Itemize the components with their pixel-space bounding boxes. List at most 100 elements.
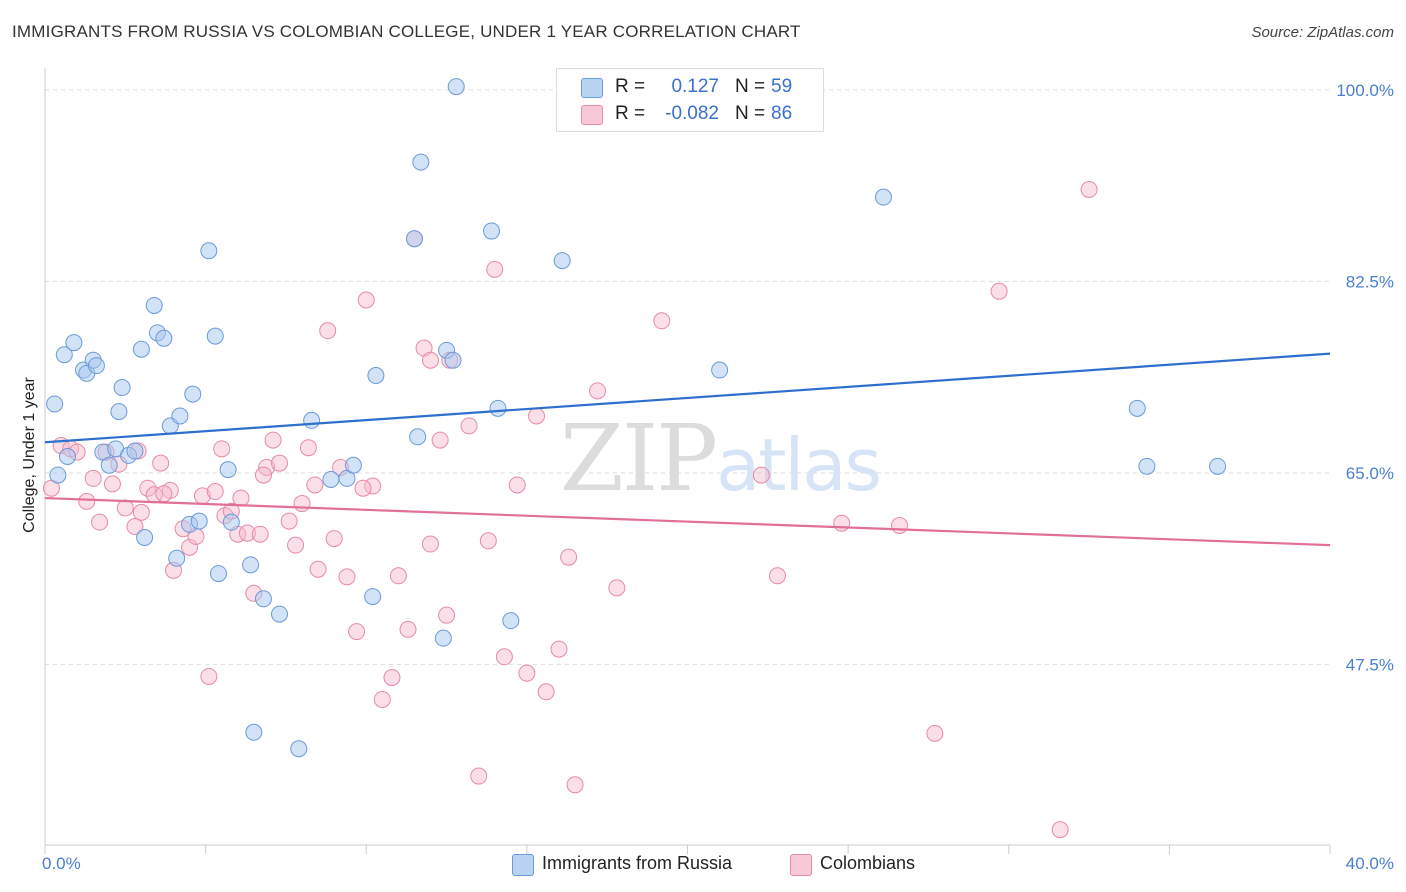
stats-legend-row-colombians: R = -0.082 N = 86 — [557, 102, 823, 128]
y-tick-labels: 100.0% 82.5% 65.0% 47.5% — [1336, 81, 1394, 675]
russia-swatch — [581, 78, 603, 98]
colombians-point — [383, 669, 401, 687]
russia-point — [110, 403, 128, 421]
colombians-point — [132, 503, 150, 521]
russia-point — [303, 411, 321, 429]
colombians-point — [116, 499, 134, 517]
colombians-point — [354, 479, 372, 497]
n-label: N = — [735, 103, 766, 124]
russia-legend-swatch — [512, 854, 534, 876]
russia-point — [874, 188, 892, 206]
colombians-point — [251, 525, 269, 543]
colombians-point — [254, 466, 272, 484]
russia-point — [168, 549, 186, 567]
regression-lines — [44, 352, 1331, 547]
russia-point — [254, 590, 272, 608]
watermark-atlas: atlas — [716, 423, 880, 507]
colombians-point — [550, 640, 568, 658]
russia-point — [58, 448, 76, 465]
colombians-point — [479, 532, 497, 550]
source-label: Source: ZipAtlas.com — [1251, 24, 1394, 41]
n-label: N = — [735, 76, 766, 97]
colombians-point — [891, 516, 909, 534]
russia-point — [502, 612, 520, 630]
colombians-point — [508, 476, 526, 494]
series-legend: Immigrants from Russia Colombians — [0, 851, 1406, 879]
colombians-point — [78, 492, 96, 510]
colombians-swatch — [581, 105, 603, 125]
colombians-point — [399, 620, 417, 638]
russia-point — [409, 428, 427, 446]
russia-point — [126, 442, 144, 460]
russia-point — [1138, 457, 1156, 475]
colombians-point — [325, 530, 343, 548]
russia-point — [46, 395, 64, 413]
colombians-point — [264, 431, 282, 449]
colombians-point — [990, 282, 1008, 300]
colombians-point — [287, 536, 305, 554]
colombians-point — [653, 312, 671, 330]
colombians-point — [126, 518, 144, 536]
colombians-trend-line — [44, 496, 1331, 547]
colombians-point — [518, 664, 536, 682]
russia-points — [46, 78, 1227, 758]
colombians-point — [152, 454, 170, 472]
colombians-point — [1051, 821, 1069, 839]
russia-point — [222, 513, 240, 531]
stats-legend-row-russia: R = 0.127 N = 59 — [557, 75, 823, 101]
legend-label: Immigrants from Russia — [542, 853, 733, 873]
russia-trend-line — [44, 352, 1331, 444]
colombians-point — [181, 538, 199, 556]
russia-point — [49, 466, 67, 484]
colombians-point — [438, 606, 456, 624]
russia-point — [206, 327, 224, 345]
colombians-point — [833, 514, 851, 532]
russia-point — [444, 351, 462, 369]
colombians-point — [280, 512, 298, 530]
colombians-point — [319, 322, 337, 340]
colombians-point — [589, 382, 607, 400]
r-value: 0.127 — [671, 76, 719, 97]
colombians-point — [293, 495, 311, 513]
russia-point — [132, 340, 150, 358]
russia-point — [322, 470, 340, 488]
russia-point — [1128, 399, 1146, 417]
colombians-point — [271, 454, 289, 472]
r-label: R = — [615, 103, 646, 124]
russia-point — [190, 512, 208, 530]
colombians-point — [232, 489, 250, 507]
watermark-zip: ZIP — [560, 405, 716, 512]
russia-point — [405, 230, 423, 248]
y-tick-label: 82.5% — [1346, 272, 1394, 291]
colombians-point — [422, 535, 439, 553]
colombians-point — [560, 548, 578, 566]
y-tick-label: 65.0% — [1346, 464, 1394, 483]
colombians-point — [495, 648, 513, 666]
colombians-point — [213, 440, 231, 458]
r-value: -0.082 — [665, 103, 719, 124]
colombians-point — [155, 485, 173, 503]
russia-point — [171, 407, 189, 425]
legend-label: Colombians — [820, 853, 916, 873]
colombians-point — [470, 767, 488, 785]
y-axis-label: College, Under 1 year — [21, 377, 38, 533]
y-tick-label: 100.0% — [1336, 81, 1394, 100]
russia-point — [434, 629, 452, 647]
colombians-point — [460, 417, 478, 435]
colombians-point — [309, 560, 327, 578]
russia-point — [489, 399, 507, 417]
russia-point — [344, 456, 362, 474]
russia-point — [145, 296, 163, 314]
y-tick-label: 47.5% — [1346, 655, 1394, 674]
colombians-point — [422, 351, 439, 369]
colombians-legend-swatch — [790, 854, 812, 876]
russia-point — [553, 252, 571, 270]
russia-point — [711, 361, 729, 379]
russia-point — [483, 222, 501, 240]
russia-point — [245, 723, 263, 741]
russia-point — [242, 556, 260, 574]
colombians-point — [431, 431, 449, 449]
r-label: R = — [615, 76, 646, 97]
watermark: ZIPatlas — [560, 405, 880, 512]
